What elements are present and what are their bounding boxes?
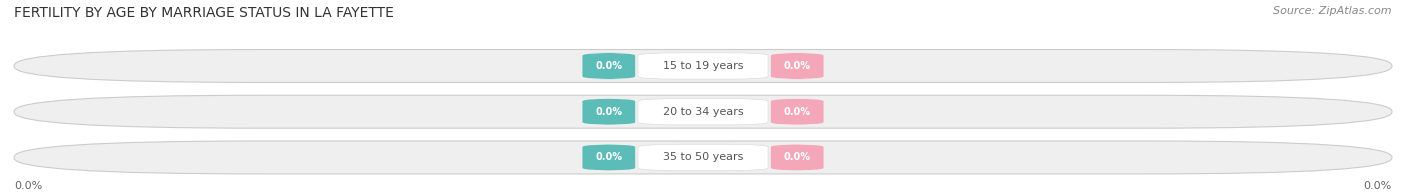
FancyBboxPatch shape [638, 144, 768, 171]
FancyBboxPatch shape [14, 50, 1392, 83]
Text: 0.0%: 0.0% [595, 152, 623, 162]
Text: 0.0%: 0.0% [783, 61, 811, 71]
FancyBboxPatch shape [14, 95, 1392, 128]
Text: 0.0%: 0.0% [783, 152, 811, 162]
FancyBboxPatch shape [638, 53, 768, 79]
FancyBboxPatch shape [770, 144, 824, 171]
Text: 0.0%: 0.0% [595, 107, 623, 117]
Text: 0.0%: 0.0% [783, 107, 811, 117]
Text: 35 to 50 years: 35 to 50 years [662, 152, 744, 162]
FancyBboxPatch shape [770, 99, 824, 125]
Text: 20 to 34 years: 20 to 34 years [662, 107, 744, 117]
Text: 0.0%: 0.0% [14, 181, 42, 191]
Text: FERTILITY BY AGE BY MARRIAGE STATUS IN LA FAYETTE: FERTILITY BY AGE BY MARRIAGE STATUS IN L… [14, 6, 394, 20]
Text: Source: ZipAtlas.com: Source: ZipAtlas.com [1274, 6, 1392, 16]
FancyBboxPatch shape [14, 141, 1392, 174]
FancyBboxPatch shape [770, 53, 824, 79]
FancyBboxPatch shape [582, 53, 636, 79]
FancyBboxPatch shape [582, 99, 636, 125]
Text: 15 to 19 years: 15 to 19 years [662, 61, 744, 71]
FancyBboxPatch shape [638, 99, 768, 125]
Text: 0.0%: 0.0% [1364, 181, 1392, 191]
Text: 0.0%: 0.0% [595, 61, 623, 71]
FancyBboxPatch shape [582, 144, 636, 171]
